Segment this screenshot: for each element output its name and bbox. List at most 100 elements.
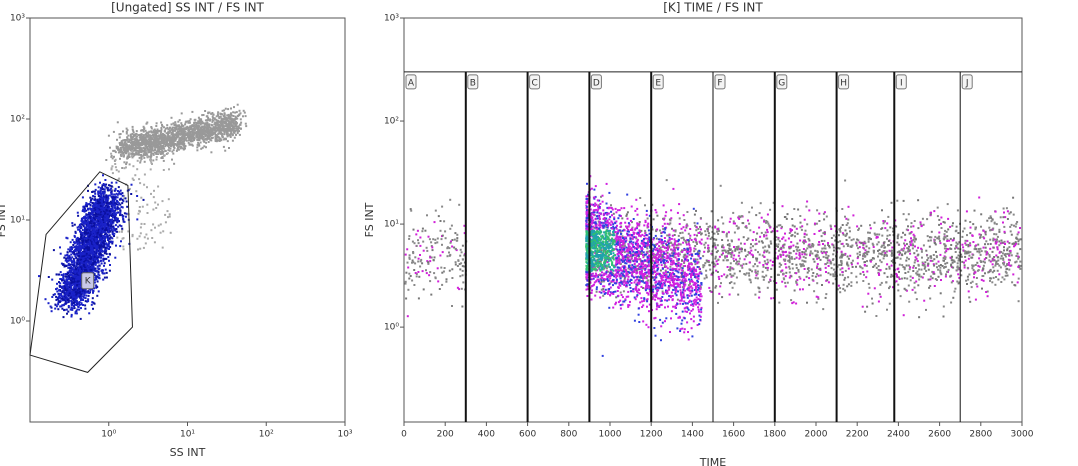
event-dot — [83, 217, 86, 220]
event-dot — [178, 140, 181, 143]
event-dot — [106, 236, 109, 239]
event-dot — [81, 219, 84, 222]
event-dot — [121, 150, 123, 153]
event-dot — [162, 159, 165, 162]
event-dot — [165, 139, 168, 142]
event-dot — [70, 293, 73, 296]
y-tick-label: 10² — [384, 117, 399, 127]
event-dot — [131, 141, 134, 143]
event-dot — [76, 262, 79, 265]
event-dot — [200, 147, 203, 150]
event-dot — [162, 169, 165, 171]
event-dot — [219, 115, 222, 118]
event-dot — [144, 133, 147, 136]
event-dot — [153, 139, 155, 142]
event-dot — [204, 129, 207, 132]
event-dot — [73, 265, 75, 268]
event-dot — [158, 141, 161, 144]
event-dot — [68, 270, 71, 273]
event-dot — [228, 147, 230, 149]
event-dot — [97, 192, 100, 195]
event-dot — [181, 143, 184, 146]
event-dot — [185, 137, 188, 140]
event-dot — [139, 150, 142, 152]
event-dot — [77, 255, 80, 257]
event-dot — [155, 125, 158, 127]
event-dot — [149, 134, 151, 137]
event-dot — [223, 116, 226, 119]
event-dot — [181, 127, 183, 130]
event-dot — [150, 131, 153, 134]
event-dot — [131, 136, 134, 139]
event-dot — [139, 182, 142, 185]
event-dot — [81, 217, 84, 220]
event-dot — [162, 145, 165, 148]
event-dot — [50, 306, 53, 309]
event-dot — [175, 128, 178, 131]
event-dot — [193, 122, 196, 124]
event-dot — [62, 316, 65, 319]
event-dot — [180, 131, 183, 134]
event-dot — [79, 264, 82, 267]
event-dot — [160, 137, 163, 140]
event-dot — [95, 205, 98, 208]
event-dot — [120, 240, 122, 243]
event-dot — [90, 236, 93, 239]
event-dot — [134, 143, 137, 146]
event-dot — [86, 245, 89, 248]
event-dot — [172, 133, 175, 136]
event-dot — [63, 293, 66, 296]
event-dot — [113, 206, 116, 209]
event-dot — [86, 261, 89, 264]
event-dot — [94, 236, 96, 239]
event-dot — [79, 248, 82, 251]
event-dot — [99, 217, 102, 220]
event-dot — [219, 113, 222, 116]
event-dot — [175, 131, 178, 134]
event-dot — [105, 214, 108, 216]
event-dot — [105, 194, 108, 197]
event-dot — [100, 235, 103, 238]
event-dot — [80, 261, 83, 264]
event-dot — [104, 212, 107, 215]
event-dot — [70, 313, 73, 316]
event-dot — [188, 119, 191, 122]
event-dot — [237, 126, 240, 129]
event-dot — [117, 203, 120, 206]
event-dot — [79, 223, 82, 226]
event-dot — [131, 233, 134, 236]
event-dot — [95, 247, 98, 250]
event-dot — [138, 156, 141, 159]
event-dot — [187, 129, 190, 132]
event-dot — [178, 129, 181, 132]
event-dot — [146, 146, 149, 149]
event-dot — [84, 209, 86, 212]
event-dot — [108, 224, 111, 227]
event-dot — [102, 242, 105, 245]
event-dot — [214, 124, 217, 127]
event-dot — [168, 129, 171, 132]
event-dot — [170, 123, 173, 126]
event-dot — [156, 131, 159, 134]
event-dot — [103, 229, 106, 232]
event-dot — [99, 237, 102, 240]
event-dot — [125, 139, 128, 142]
event-dot — [223, 131, 226, 134]
event-dot — [84, 266, 87, 268]
event-dot — [72, 295, 75, 298]
event-dot — [100, 256, 102, 259]
event-dot — [226, 134, 229, 136]
event-dot — [78, 246, 81, 249]
event-dot — [197, 116, 200, 119]
event-dot — [176, 144, 179, 147]
event-dot — [122, 215, 125, 218]
event-dot — [77, 275, 79, 278]
event-dot — [137, 142, 140, 145]
event-dot — [162, 230, 165, 233]
event-dot — [108, 220, 111, 223]
event-dot — [189, 139, 192, 141]
event-dot — [81, 289, 84, 292]
event-dot — [189, 118, 192, 121]
event-dot — [177, 146, 180, 149]
event-dot — [224, 121, 227, 124]
